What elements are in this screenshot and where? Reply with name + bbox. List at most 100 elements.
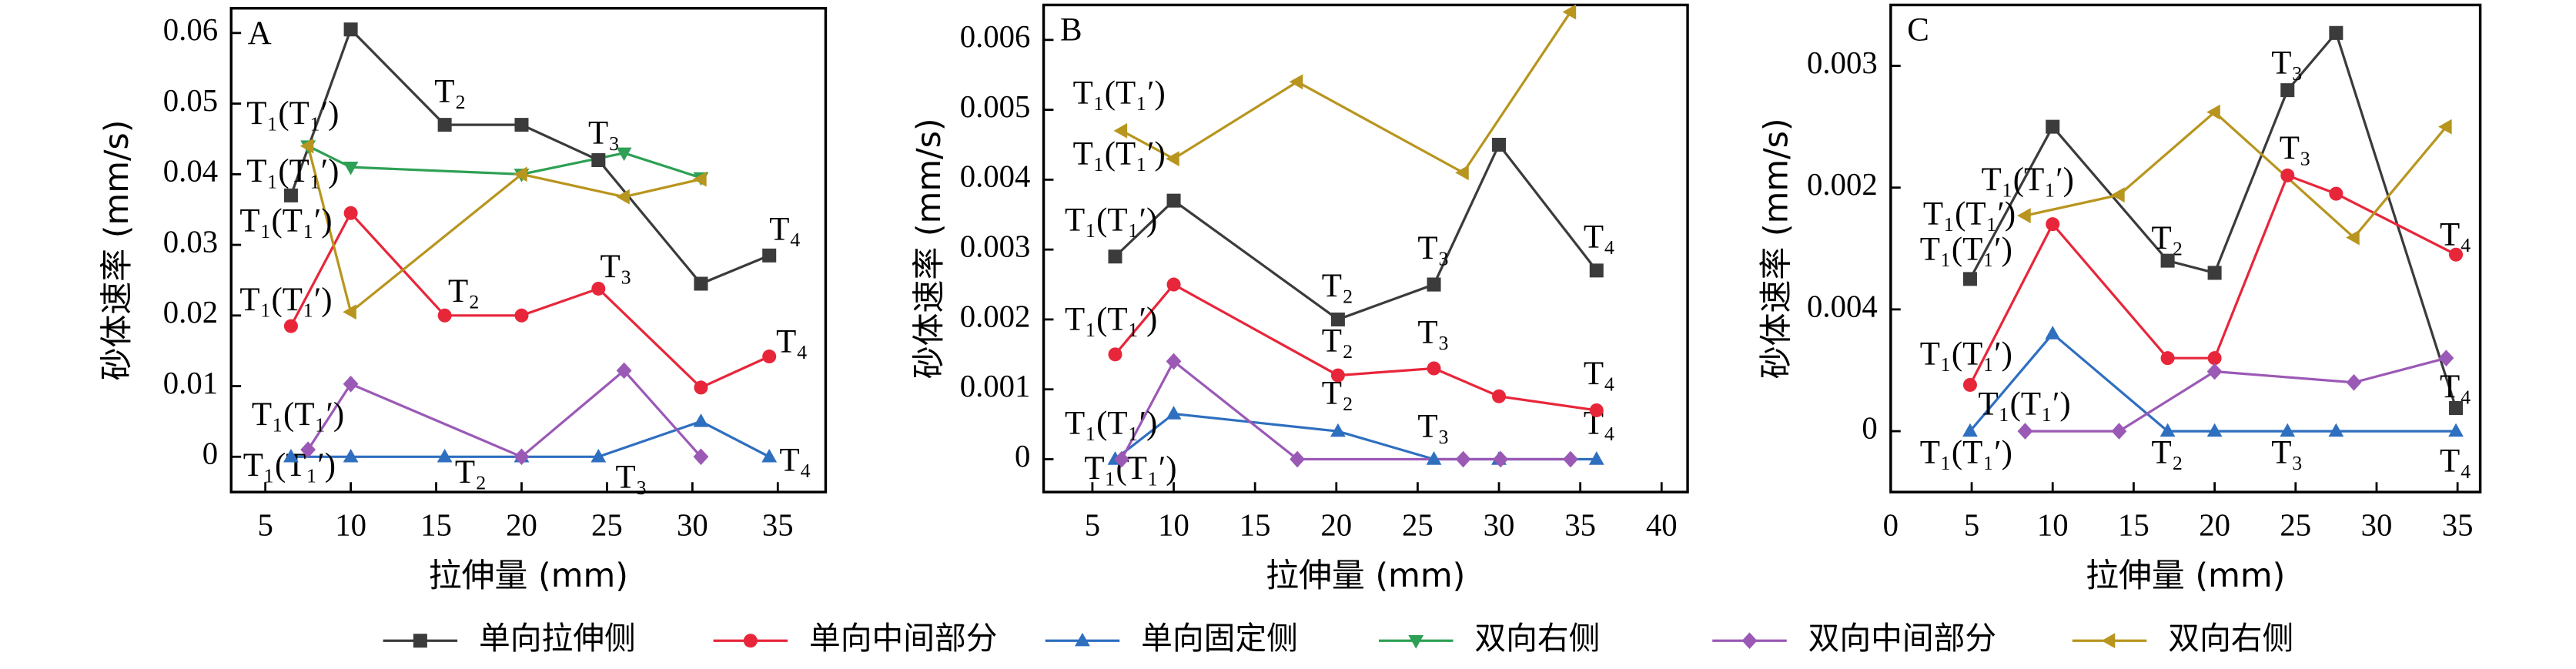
marker [1563,450,1578,468]
y-tick-label: 0.001 [960,369,1031,403]
annotation: T₃ [2271,45,2303,81]
marker [2206,363,2223,380]
annotation: T₁(T₁′) [252,396,344,433]
annotation: T₁(T₁′) [1920,231,2012,267]
legend-label: 双向右侧 [1474,620,1600,657]
y-tick-label: 0.06 [163,12,218,47]
legend-label: 单向固定侧 [1141,620,1298,657]
plot-frame [1889,3,2482,493]
panel-title: A [248,15,272,52]
y-tick-label: 0.005 [960,89,1031,124]
marker [2207,266,2222,280]
series-line [306,369,702,459]
marker [2280,168,2295,182]
marker [514,166,527,182]
panel: 5 10 15 20 25 30 35 40 0 0.001 0.002 0.003 0.004 0.00… [910,3,1689,595]
y-tick-label: 0 [202,437,218,471]
y-axis-label: 砂体速率 (mm/s) [1758,118,1796,379]
x-tick-label: 35 [2442,508,2474,543]
annotation: T₂ [434,73,466,109]
marker [2111,423,2127,440]
x-tick-label: 30 [1484,508,1515,543]
annotation: T₄ [1584,356,1615,392]
y-tick-label: 0.04 [163,154,218,189]
marker [2160,351,2175,366]
x-axis-label: 拉伸量 (mm) [429,557,628,595]
annotation: T₂ [2152,220,2183,256]
marker [2159,423,2176,437]
annotation: T₁(T₁′) [1923,196,2016,232]
marker [693,171,707,187]
y-tick-label: 0.004 [960,159,1031,194]
annotation: T₃ [2280,130,2311,166]
y-tick-label: 0.003 [960,229,1031,264]
marker [1588,451,1604,465]
marker [1330,312,1345,326]
marker [1492,389,1507,403]
marker [591,281,606,296]
marker [693,413,709,427]
annotation: T₁(T₁′) [1920,336,2012,372]
x-axis-label: 拉伸量 (mm) [2086,557,2285,595]
annotation: T₁(T₁′) [1920,435,2012,471]
marker [2346,373,2362,391]
annotation: T₄ [776,323,808,360]
x-tick-label: 30 [2361,508,2393,543]
marker [762,248,777,263]
marker [2046,119,2060,134]
x-tick-label: 0 [1883,508,1899,543]
y-tick-label: 0.03 [163,224,218,259]
panel-title: B [1060,12,1082,49]
annotation: T₄ [2440,443,2471,480]
annotation: T₁(T₁′) [1065,202,1157,239]
marker [1493,450,1509,468]
y-tick-label: 0.002 [960,299,1031,333]
marker [343,206,358,220]
annotation: T₄ [780,442,811,478]
marker [1962,272,1977,286]
marker [2111,187,2125,203]
y-tick-label: 0.006 [960,19,1031,54]
annotation: T₁(T₁′) [1065,301,1157,337]
marker [343,22,358,37]
marker [1330,423,1346,437]
y-tick-label: 0.004 [1807,289,1878,323]
marker [1962,423,1978,437]
annotation: T₁(T₁′) [1073,135,1166,172]
marker [1492,137,1507,152]
marker [283,188,298,202]
marker [1589,403,1604,417]
marker [343,304,356,320]
marker [693,448,709,466]
y-tick-label: 0 [1015,439,1030,473]
marker [1166,193,1181,208]
x-tick-label: 5 [1085,508,1100,543]
legend-marker [2101,633,2116,649]
marker [1455,165,1469,181]
marker [283,319,298,333]
marker [1290,450,1305,468]
legend-marker [1408,635,1424,649]
marker [2328,423,2344,437]
marker [1108,249,1122,264]
marker [762,350,777,364]
marker [1562,4,1577,20]
marker [514,448,530,466]
legend-label: 单向中间部分 [809,620,998,657]
marker [616,147,632,162]
annotation: T₃ [588,115,620,152]
x-tick-label: 10 [2037,508,2069,543]
y-axis-label: 砂体速率 (mm/s) [910,118,948,379]
marker [2017,208,2031,224]
legend-label: 单向拉伸侧 [479,620,636,657]
annotation: T₁(T₁′) [246,95,339,132]
marker [1166,151,1179,167]
legend-marker [413,634,427,648]
y-tick-label: 0 [1862,410,1877,445]
x-tick-label: 15 [1239,508,1271,543]
panel: 0 5 10 15 20 25 30 35 0 0.004 0.002 0.003 拉伸量 (mm) 砂体… [1758,3,2482,595]
marker [2346,229,2360,246]
legend-marker [1075,632,1090,647]
marker [616,189,630,205]
